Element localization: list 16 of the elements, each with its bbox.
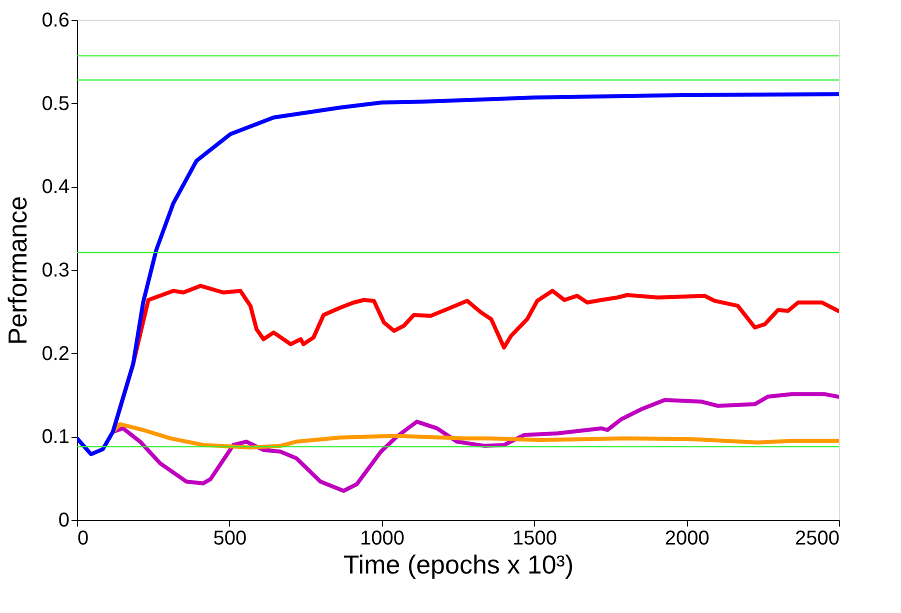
y-tick-label: 0.4 — [42, 176, 70, 198]
x-tick-label: 500 — [213, 528, 247, 550]
y-tick-label: 0 — [58, 510, 70, 532]
x-tick-label: 2500 — [795, 528, 840, 550]
x-tick-label: 1000 — [360, 528, 405, 550]
x-tick-label: 1500 — [512, 528, 557, 550]
y-axis-title: Performance — [2, 196, 33, 345]
y-tick-label: 0.3 — [42, 260, 70, 282]
x-tick-label: 2000 — [664, 528, 710, 550]
x-axis-title: Time (epochs x 10³) — [343, 550, 574, 580]
y-tick-label: 0.6 — [42, 10, 70, 32]
y-tick-label: 0.2 — [42, 342, 70, 365]
y-tick-label: 0.1 — [42, 426, 70, 448]
y-tick-label: 0.5 — [42, 92, 70, 115]
x-tick-label: 0 — [78, 528, 89, 550]
line-series — [77, 92, 839, 456]
